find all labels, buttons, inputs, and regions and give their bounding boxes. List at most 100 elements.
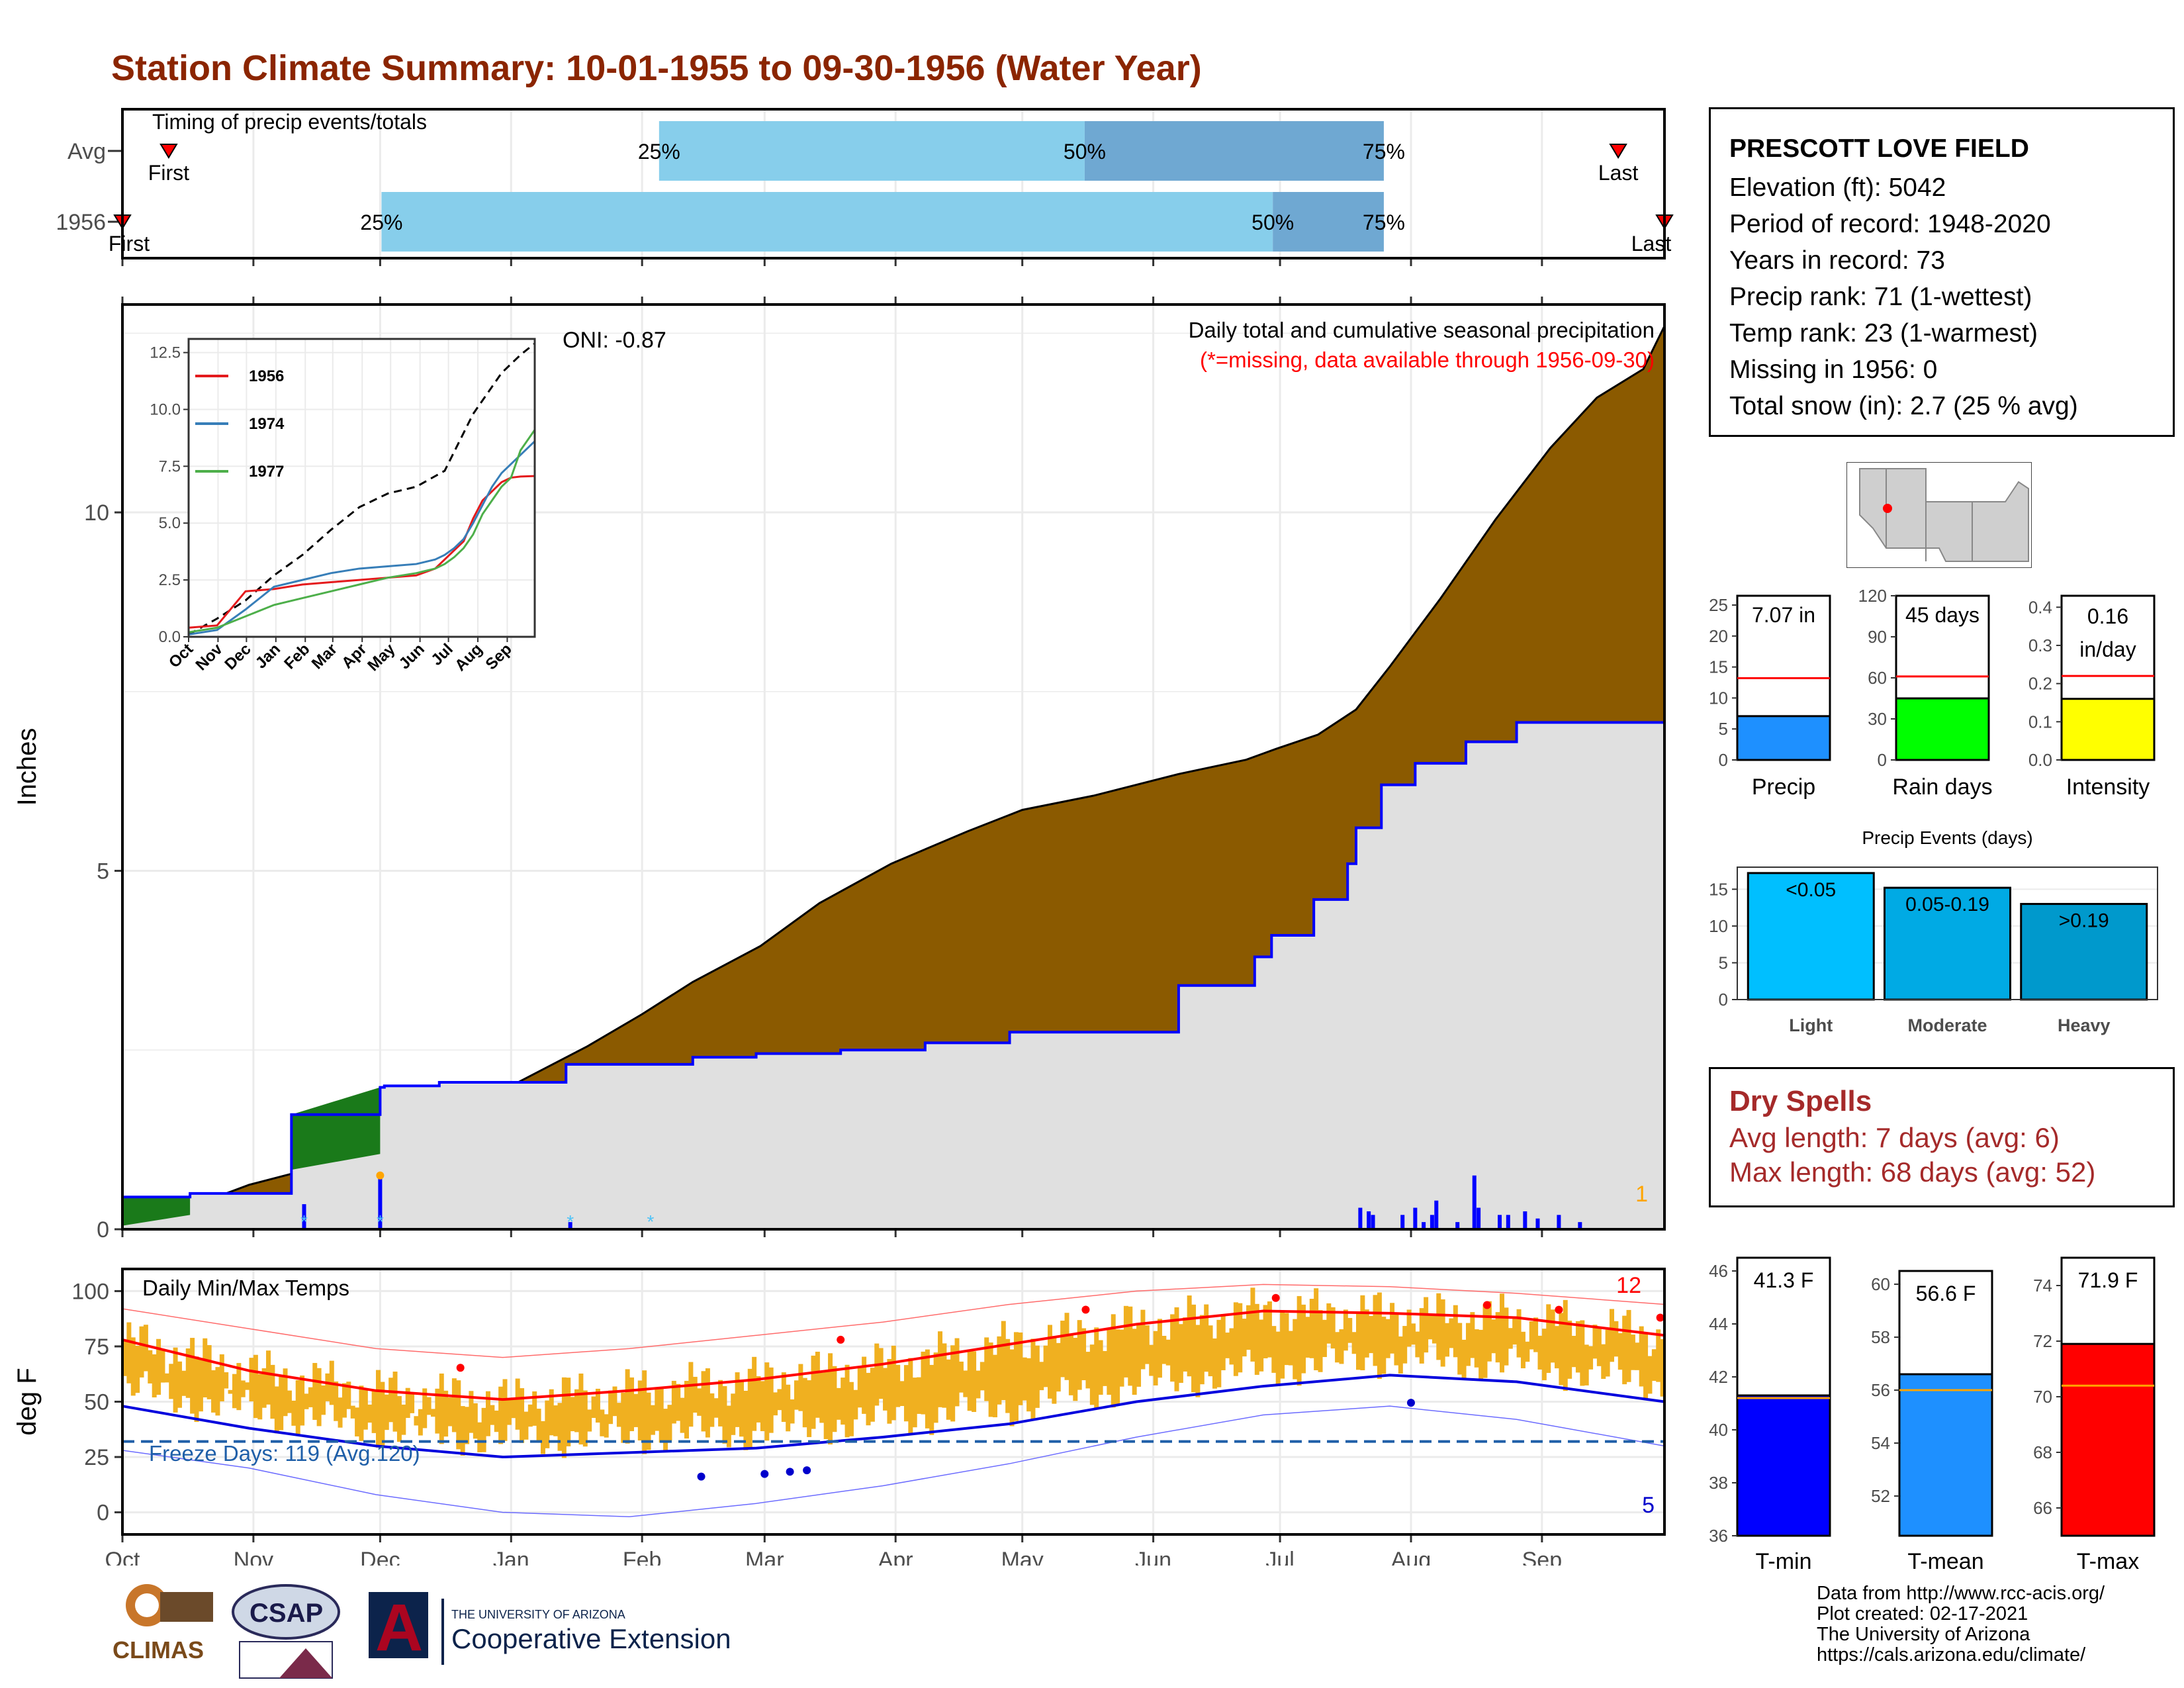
- daily-temp-bar: [1580, 1320, 1585, 1386]
- daily-temp-bar: [1161, 1336, 1167, 1364]
- timing-last-marker: [1609, 144, 1627, 159]
- daily-temp-bar: [1504, 1307, 1509, 1366]
- daily-temp-bar: [443, 1390, 449, 1437]
- daily-temp-bar: [663, 1409, 668, 1451]
- temp-frame: [121, 1268, 1666, 1536]
- mini-bar-xlabel: Rain days: [1892, 774, 1992, 800]
- daily-temp-bar: [1157, 1319, 1162, 1378]
- hot-record-marker: [1081, 1305, 1090, 1314]
- mini-bar-ytick-label: 120: [1858, 586, 1887, 606]
- daily-precip-bar: [1455, 1222, 1460, 1229]
- daily-temp-bar: [1635, 1342, 1640, 1370]
- daily-temp-bar: [895, 1364, 901, 1407]
- daily-temp-bar: [160, 1350, 165, 1383]
- precip-frame: [121, 303, 1666, 1231]
- daily-temp-bar: [1630, 1335, 1635, 1370]
- temp-bar-ytick-label: 36: [1709, 1526, 1728, 1546]
- daily-temp-bar: [392, 1372, 398, 1432]
- daily-temp-bar: [1132, 1329, 1137, 1395]
- inset-series-line: [188, 440, 536, 636]
- daily-temp-bar: [1136, 1325, 1142, 1387]
- daily-temp-bar: [1347, 1318, 1353, 1343]
- inset-ytick-label: 7.5: [159, 457, 181, 475]
- timing-bar-25-50: [381, 192, 1273, 252]
- cold-record-marker: [760, 1470, 769, 1478]
- daily-temp-bar: [1500, 1293, 1505, 1373]
- daily-temp-bar: [1512, 1317, 1518, 1345]
- dry-spells-max: Max length: 68 days (avg: 52): [1729, 1156, 2096, 1188]
- daily-temp-bar: [781, 1372, 786, 1422]
- daily-temp-bar: [485, 1391, 490, 1436]
- daily-temp-bar: [148, 1350, 153, 1383]
- daily-temp-bar: [460, 1406, 465, 1456]
- precip-count-label: 1: [1635, 1182, 1648, 1207]
- timing-frame: [121, 108, 1666, 259]
- precip-note-title: Daily total and cumulative seasonal prec…: [1189, 318, 1655, 342]
- daily-temp-bar: [1229, 1328, 1234, 1365]
- inset-ytick-label: 5.0: [159, 514, 181, 532]
- temp-bar-ytick-label: 44: [1709, 1314, 1728, 1334]
- daily-temp-bar: [1596, 1328, 1602, 1366]
- daily-temp-bar: [1592, 1325, 1598, 1359]
- page-title: Station Climate Summary: 10-01-1955 to 0…: [111, 48, 1202, 88]
- daily-temp-bar: [1428, 1315, 1433, 1340]
- daily-temp-bar: [1339, 1329, 1344, 1364]
- daily-temp-bar: [1360, 1295, 1365, 1370]
- daily-temp-bar: [1309, 1299, 1314, 1358]
- daily-temp-bar: [659, 1387, 664, 1443]
- daily-temp-bar: [169, 1364, 174, 1399]
- month-label: Oct: [105, 1548, 140, 1566]
- oni-label: ONI: -0.87: [563, 328, 666, 353]
- daily-temp-bar: [633, 1393, 639, 1427]
- daily-temp-bar: [1048, 1325, 1052, 1399]
- daily-temp-bar: [1254, 1303, 1259, 1375]
- daily-temp-bar: [625, 1369, 630, 1444]
- mini-bar-ytick-label: 0.2: [2028, 674, 2052, 694]
- daily-temp-bar: [1495, 1312, 1500, 1363]
- daily-temp-bar: [667, 1405, 672, 1441]
- events-bar-label: <0.05: [1786, 879, 1836, 901]
- daily-temp-bar: [1482, 1304, 1488, 1378]
- temp-bar-value: [1898, 1373, 1993, 1537]
- daily-temp-bar: [848, 1382, 854, 1436]
- daily-precip-bar: [1358, 1207, 1363, 1229]
- daily-temp-bar: [972, 1351, 977, 1413]
- daily-temp-bar: [1073, 1337, 1078, 1401]
- daily-precip-bar: [1400, 1215, 1405, 1229]
- daily-temp-bar: [1449, 1318, 1454, 1348]
- temp-bar-ytick-label: 46: [1709, 1261, 1728, 1281]
- daily-temp-bar: [431, 1409, 435, 1417]
- daily-temp-bar: [1170, 1314, 1175, 1382]
- inset-ytick-label: 12.5: [150, 344, 181, 362]
- daily-precip-bar: [1535, 1218, 1540, 1229]
- daily-temp-bar: [139, 1326, 144, 1378]
- daily-temp-bar: [1461, 1339, 1467, 1379]
- daily-temp-bar: [380, 1382, 385, 1446]
- precip-note-missing: (*=missing, data available through 1956-…: [1200, 348, 1655, 372]
- daily-temp-bar: [1318, 1310, 1323, 1372]
- daily-temp-bar: [1259, 1319, 1264, 1372]
- temp-ytick-label: 25: [84, 1445, 109, 1470]
- daily-temp-bar: [921, 1351, 926, 1415]
- daily-temp-bar: [1039, 1362, 1044, 1391]
- mini-bar-ytick-label: 90: [1868, 627, 1887, 647]
- timing-first-marker: [159, 144, 178, 159]
- mini-bar-ytick-label: 15: [1709, 657, 1728, 677]
- temp-bar-ytick-label: 70: [2033, 1387, 2052, 1407]
- daily-temp-bar: [1009, 1349, 1015, 1427]
- csap-text: CSAP: [250, 1599, 323, 1628]
- dry-spells-avg: Avg length: 7 days (avg: 6): [1729, 1122, 2060, 1153]
- daily-temp-bar: [1457, 1323, 1463, 1375]
- daily-temp-bar: [1225, 1333, 1230, 1358]
- events-title: Precip Events (days): [1862, 827, 2032, 848]
- mini-bar-ytick-label: 0: [1878, 750, 1887, 770]
- hot-record-marker: [837, 1335, 845, 1344]
- daily-temp-bar: [371, 1390, 377, 1433]
- precip-ytick-label: 5: [97, 859, 109, 884]
- daily-temp-bar: [1301, 1304, 1306, 1374]
- temp-bar-xlabel: T-mean: [1907, 1549, 1983, 1574]
- daily-temp-bar: [451, 1378, 457, 1432]
- daily-temp-bar: [1369, 1315, 1374, 1354]
- ua-big-text: Cooperative Extension: [451, 1623, 731, 1654]
- station-info-box: PRESCOTT LOVE FIELD Elevation (ft): 5042…: [1709, 107, 2175, 437]
